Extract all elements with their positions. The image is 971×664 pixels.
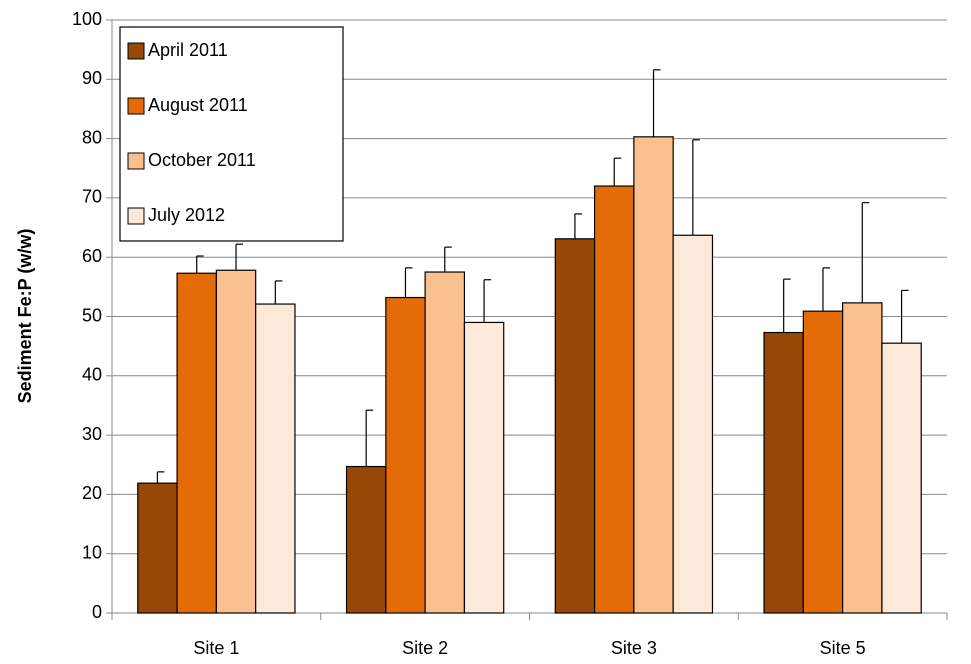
- bar: [137, 482, 178, 614]
- error-bar: [444, 246, 452, 273]
- legend-label: July 2012: [148, 205, 225, 225]
- x-tick-label: Site 2: [402, 638, 448, 658]
- error-bar: [196, 255, 204, 274]
- error-bar: [900, 289, 909, 344]
- error-bar: [574, 213, 582, 239]
- error-bar: [235, 243, 244, 271]
- y-tick-label: 60: [82, 246, 102, 266]
- error-bar: [822, 267, 830, 312]
- legend-label: October 2011: [148, 150, 256, 170]
- bar: [255, 303, 296, 614]
- error-bar: [783, 278, 791, 333]
- legend-label: August 2011: [148, 95, 248, 115]
- error-bar: [692, 139, 700, 236]
- bar: [463, 321, 505, 614]
- y-tick-label: 40: [82, 365, 102, 385]
- bar: [763, 331, 804, 614]
- error-bar: [274, 280, 283, 305]
- x-tick-label: Site 1: [193, 638, 239, 658]
- legend-swatch: [127, 97, 145, 115]
- bar: [345, 465, 387, 614]
- y-tick-label: 70: [82, 187, 102, 207]
- legend-swatch: [127, 152, 145, 170]
- bar: [633, 136, 674, 614]
- x-tick-label: Site 5: [820, 638, 866, 658]
- y-tick-label: 20: [82, 483, 102, 503]
- bar: [215, 269, 257, 614]
- error-bar: [365, 409, 374, 467]
- legend-swatch: [127, 207, 145, 225]
- y-tick-label: 90: [82, 68, 102, 88]
- error-bar: [861, 202, 870, 303]
- error-bar: [613, 157, 622, 187]
- bar: [672, 234, 714, 614]
- bar: [385, 296, 426, 614]
- bar: [176, 272, 217, 614]
- error-bar: [483, 279, 492, 323]
- error-bar: [652, 69, 661, 137]
- y-tick-label: 30: [82, 424, 102, 444]
- bar: [554, 238, 596, 614]
- bar: [593, 185, 635, 614]
- error-bar: [156, 471, 165, 484]
- legend: [119, 26, 344, 242]
- y-tick-label: 80: [82, 127, 102, 147]
- bar: [424, 271, 466, 614]
- legend-swatch: [127, 42, 145, 60]
- y-tick-label: 0: [92, 602, 102, 622]
- x-tick-label: Site 3: [611, 638, 657, 658]
- y-tick-label: 10: [82, 542, 102, 562]
- legend-label: April 2011: [148, 40, 228, 60]
- y-axis-label: Sediment Fe:P (w/w): [15, 229, 35, 404]
- bar: [802, 310, 844, 614]
- y-tick-label: 50: [82, 305, 102, 325]
- y-tick-label: 100: [72, 9, 102, 29]
- error-bar: [404, 267, 413, 298]
- bar: [881, 342, 922, 614]
- bar: [842, 302, 883, 614]
